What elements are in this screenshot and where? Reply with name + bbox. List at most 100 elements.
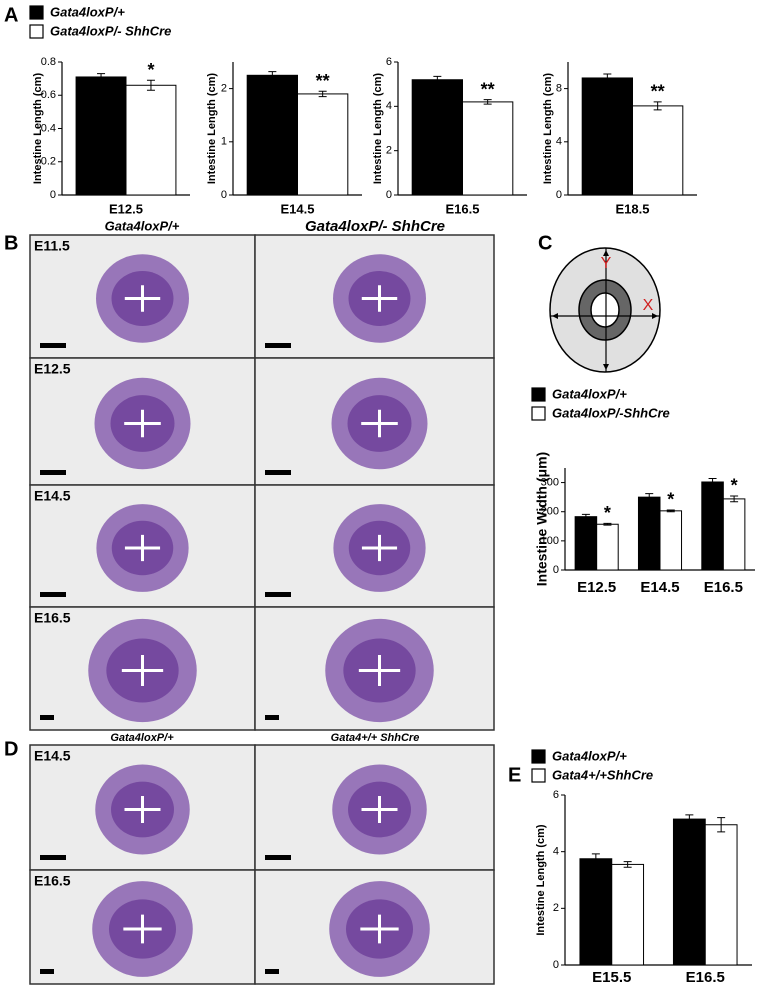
column-header: Gata4loxP/- ShhCre bbox=[305, 218, 445, 235]
significance-label: ** bbox=[481, 79, 495, 99]
row-label: E14.5 bbox=[34, 488, 71, 504]
lumen bbox=[124, 534, 161, 562]
scale-bar bbox=[265, 343, 291, 348]
y-tick-label: 8 bbox=[556, 83, 562, 95]
axis-letter: Y bbox=[601, 255, 612, 272]
panel-label: D bbox=[4, 738, 18, 760]
significance-label: * bbox=[604, 503, 611, 523]
y-tick-label: 200 bbox=[541, 506, 559, 518]
x-tick-label: E14.5 bbox=[281, 201, 315, 216]
y-tick-label: 0 bbox=[221, 189, 227, 201]
bar bbox=[579, 858, 613, 966]
legend-swatch bbox=[531, 749, 546, 764]
scale-bar bbox=[40, 470, 66, 475]
lumen bbox=[123, 914, 162, 944]
y-tick-label: 100 bbox=[541, 535, 559, 547]
significance-label: ** bbox=[316, 71, 330, 91]
error-bar bbox=[603, 522, 612, 526]
error-bar bbox=[318, 90, 327, 98]
y-tick-label: 0 bbox=[556, 189, 562, 201]
bar bbox=[704, 824, 738, 966]
y-tick-label: 4 bbox=[556, 136, 562, 148]
error-bar bbox=[97, 73, 106, 81]
legend-label: Gata4loxP/+ bbox=[552, 386, 627, 401]
column-header: Gata4+/+ ShhCre bbox=[331, 732, 420, 744]
legend-swatch bbox=[531, 387, 546, 402]
legend-label: Gata4loxP/+ bbox=[552, 748, 627, 763]
x-tick-label: E16.5 bbox=[686, 969, 725, 985]
y-axis-label: Intestine Length (cm) bbox=[32, 73, 44, 185]
y-tick-label: 0 bbox=[553, 564, 559, 576]
error-bar bbox=[730, 495, 739, 503]
y-tick-label: 0 bbox=[50, 189, 56, 201]
y-tick-label: 6 bbox=[386, 56, 392, 68]
error-bar bbox=[708, 477, 717, 486]
row-label: E14.5 bbox=[34, 748, 71, 764]
bar bbox=[659, 510, 683, 571]
y-axis-label: Intestine Length (cm) bbox=[535, 824, 547, 936]
lumen bbox=[361, 285, 398, 312]
scale-bar bbox=[40, 855, 66, 860]
significance-label: ** bbox=[651, 82, 665, 102]
legend-label: Gata4loxP/-ShhCre bbox=[552, 405, 670, 420]
y-tick-label: 6 bbox=[553, 789, 559, 801]
y-tick-label: 0.8 bbox=[41, 56, 56, 68]
bar bbox=[672, 818, 706, 966]
y-tick-label: 2 bbox=[553, 902, 559, 914]
bar bbox=[722, 498, 746, 571]
legend-swatch bbox=[531, 768, 546, 783]
legend-label: Gata4loxP/- ShhCre bbox=[50, 23, 171, 38]
row-label: E11.5 bbox=[34, 238, 70, 254]
legend-swatch bbox=[29, 5, 44, 20]
error-bar bbox=[483, 99, 492, 105]
scale-bar bbox=[40, 715, 54, 720]
y-tick-label: 0.2 bbox=[41, 156, 56, 168]
y-tick-label: 0.6 bbox=[41, 89, 56, 101]
error-bar bbox=[666, 509, 675, 513]
scale-bar bbox=[265, 470, 291, 475]
legend-swatch bbox=[531, 406, 546, 421]
y-tick-label: 300 bbox=[541, 476, 559, 488]
x-tick-label: E15.5 bbox=[592, 969, 631, 985]
error-bar bbox=[433, 75, 442, 84]
lumen bbox=[124, 796, 161, 823]
y-tick-label: 4 bbox=[553, 846, 559, 858]
error-bar bbox=[653, 101, 662, 111]
scale-bar bbox=[40, 343, 66, 348]
bar bbox=[246, 74, 299, 196]
y-axis-label: Intestine Width (μm) bbox=[534, 452, 550, 586]
error-bar bbox=[623, 861, 632, 868]
error-bar bbox=[717, 817, 726, 833]
lumen bbox=[361, 796, 398, 823]
row-label: E16.5 bbox=[34, 873, 71, 889]
y-tick-label: 1 bbox=[221, 136, 227, 148]
bar bbox=[632, 105, 684, 196]
lumen bbox=[361, 534, 398, 562]
error-bar bbox=[146, 79, 155, 91]
bar bbox=[596, 523, 619, 571]
image-grid: Gata4loxP/+ Gata4loxP/- ShhCre E11.5 E12.… bbox=[29, 218, 495, 731]
scale-bar bbox=[265, 715, 279, 720]
bar bbox=[75, 76, 127, 196]
bar bbox=[637, 496, 661, 571]
bar bbox=[125, 84, 177, 196]
scale-bar bbox=[40, 969, 54, 974]
y-tick-label: 0.4 bbox=[41, 122, 56, 134]
lumen bbox=[360, 914, 399, 944]
error-bar bbox=[685, 814, 694, 824]
column-header: Gata4loxP/+ bbox=[105, 218, 180, 233]
scale-bar bbox=[265, 969, 279, 974]
bar bbox=[581, 77, 634, 196]
lumen bbox=[590, 292, 620, 328]
y-axis-label: Intestine Length (cm) bbox=[206, 73, 218, 185]
legend-label: Gata4loxP/+ bbox=[50, 4, 125, 19]
legend-label: Gata4+/+ShhCre bbox=[552, 767, 653, 782]
x-tick-label: E16.5 bbox=[446, 201, 480, 216]
error-bar bbox=[591, 853, 600, 865]
significance-label: * bbox=[731, 476, 738, 496]
lumen bbox=[358, 655, 401, 686]
panel-label: E bbox=[508, 764, 521, 786]
y-tick-label: 2 bbox=[221, 83, 227, 95]
lumen bbox=[124, 409, 161, 438]
